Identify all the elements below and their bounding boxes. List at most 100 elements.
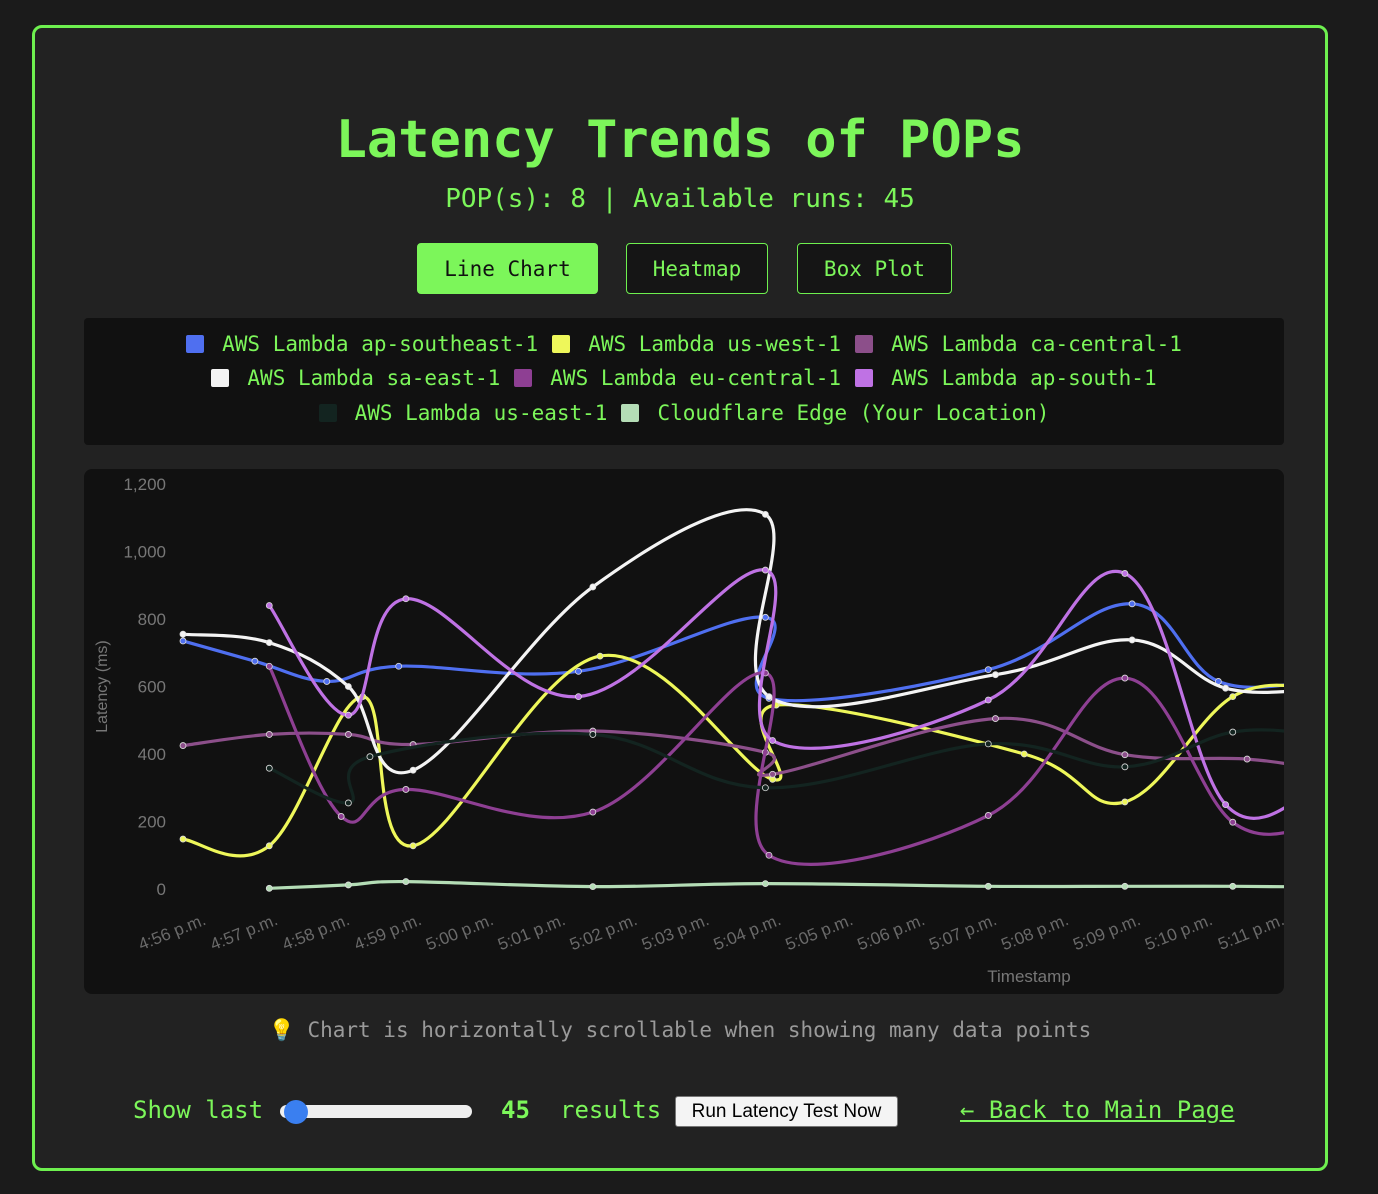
data-point — [409, 766, 417, 774]
show-last-label: Show last — [133, 1096, 264, 1124]
results-count: 45 — [501, 1096, 530, 1124]
data-point — [344, 731, 352, 738]
chart-legend: AWS Lambda ap-southeast-1 AWS Lambda us-w… — [84, 318, 1284, 445]
data-point — [1121, 751, 1129, 759]
data-point — [575, 693, 582, 701]
x-tick-label: 5:05 p.m. — [783, 910, 856, 954]
page-title: Latency Trends of POPs — [335, 110, 1025, 170]
legend-swatch — [552, 335, 571, 353]
data-point — [402, 595, 410, 603]
back-to-main-link[interactable]: ← Back to Main Page — [960, 1096, 1235, 1124]
data-point — [323, 678, 331, 685]
y-tick-label: 600 — [138, 678, 166, 697]
data-point — [761, 880, 769, 888]
results-slider-handle[interactable] — [284, 1100, 308, 1124]
legend-item[interactable]: AWS Lambda ca-central-1 — [855, 332, 1182, 356]
legend-item[interactable]: AWS Lambda ap-southeast-1 — [186, 332, 538, 356]
tab-box-plot[interactable]: Box Plot — [797, 243, 952, 294]
x-tick-label: 5:11 p.m. — [1215, 910, 1284, 954]
chart-area[interactable]: 0 200 400 600 800 1,000 1,200 Latency (ms) 4:56 … — [84, 469, 1284, 994]
data-point — [179, 637, 187, 645]
series-line-6 — [267, 568, 1284, 820]
data-point — [265, 842, 273, 850]
legend-item[interactable]: AWS Lambda sa-east-1 — [211, 366, 500, 390]
data-point — [1222, 801, 1229, 809]
legend-swatch — [211, 369, 230, 387]
x-tick-label: 5:07 p.m. — [927, 910, 1000, 954]
legend-label: AWS Lambda us-west-1 — [588, 332, 842, 356]
data-point — [761, 510, 769, 518]
scroll-hint: 💡 Chart is horizontally scrollable when … — [268, 1018, 1092, 1042]
data-point — [265, 639, 273, 647]
legend-item[interactable]: Cloudflare Edge (Your Location) — [621, 401, 1049, 425]
data-point — [984, 666, 992, 674]
x-tick-label: 5:01 p.m. — [495, 910, 568, 954]
data-point — [575, 667, 582, 675]
legend-item[interactable]: AWS Lambda us-west-1 — [552, 332, 841, 356]
x-tick-label: 5:04 p.m. — [711, 910, 784, 954]
x-tick-label: 5:03 p.m. — [639, 910, 712, 954]
data-point — [179, 630, 187, 638]
data-point — [179, 835, 187, 843]
data-point — [251, 657, 259, 665]
x-tick-label: 4:59 p.m. — [351, 910, 424, 954]
data-point — [984, 740, 992, 748]
x-tick-label: 5:02 p.m. — [567, 910, 640, 954]
data-point — [761, 784, 769, 792]
data-point — [1020, 750, 1028, 758]
x-tick-label: 4:58 p.m. — [279, 910, 352, 954]
y-tick-label: 1,200 — [123, 475, 166, 494]
series-line-8 — [267, 879, 1284, 890]
data-point — [984, 812, 992, 819]
data-point — [1121, 798, 1129, 806]
data-point — [596, 652, 604, 660]
x-tick-label: 5:06 p.m. — [855, 910, 928, 954]
run-latency-test-button[interactable]: Run Latency Test Now — [675, 1096, 898, 1127]
data-point — [1229, 882, 1237, 890]
legend-swatch — [855, 369, 874, 387]
x-tick-label: 5:09 p.m. — [1070, 910, 1143, 954]
tab-line-chart[interactable]: Line Chart — [417, 243, 598, 294]
data-point — [1128, 636, 1136, 644]
x-tick-label: 4:56 p.m. — [136, 910, 209, 954]
data-point — [366, 753, 374, 761]
data-point — [1229, 818, 1237, 826]
data-point — [265, 884, 273, 892]
x-tick-label: 5:00 p.m. — [423, 910, 496, 954]
data-point — [765, 851, 773, 859]
data-point — [761, 566, 769, 574]
y-tick-label: 1,000 — [123, 543, 166, 562]
legend-swatch — [621, 404, 640, 422]
data-point — [1229, 728, 1237, 736]
legend-swatch — [855, 335, 874, 353]
legend-swatch — [514, 369, 533, 387]
x-tick-label: 4:57 p.m. — [208, 910, 281, 954]
data-point — [984, 882, 992, 890]
legend-item[interactable]: AWS Lambda ap-south-1 — [855, 366, 1157, 390]
footer-controls: Show last 45 results Run Latency Test No… — [35, 1091, 1325, 1131]
data-point — [761, 613, 769, 621]
data-point — [395, 662, 403, 670]
data-point — [984, 696, 992, 704]
data-point — [265, 731, 273, 738]
y-tick-label: 400 — [138, 745, 166, 764]
data-point — [1121, 674, 1129, 682]
legend-swatch — [186, 335, 205, 353]
x-axis-title: Timestamp — [987, 967, 1070, 986]
data-point — [589, 731, 597, 738]
tab-heatmap[interactable]: Heatmap — [626, 243, 768, 294]
data-point — [409, 842, 417, 850]
series-line-5 — [267, 664, 1284, 866]
legend-row: AWS Lambda us-east-1 Cloudflare Edge (You… — [84, 401, 1284, 425]
data-point — [1121, 763, 1129, 771]
x-tick-label: 5:08 p.m. — [998, 910, 1071, 954]
data-point — [1121, 570, 1129, 577]
results-slider[interactable] — [280, 1105, 472, 1118]
data-point — [402, 878, 410, 885]
data-point — [344, 711, 352, 719]
data-point — [765, 693, 773, 701]
legend-label: AWS Lambda ca-central-1 — [891, 332, 1182, 356]
main-panel: Latency Trends of POPs POP(s): 8 | Avail… — [32, 25, 1328, 1171]
legend-item[interactable]: AWS Lambda us-east-1 — [318, 401, 607, 425]
legend-item[interactable]: AWS Lambda eu-central-1 — [514, 366, 841, 390]
